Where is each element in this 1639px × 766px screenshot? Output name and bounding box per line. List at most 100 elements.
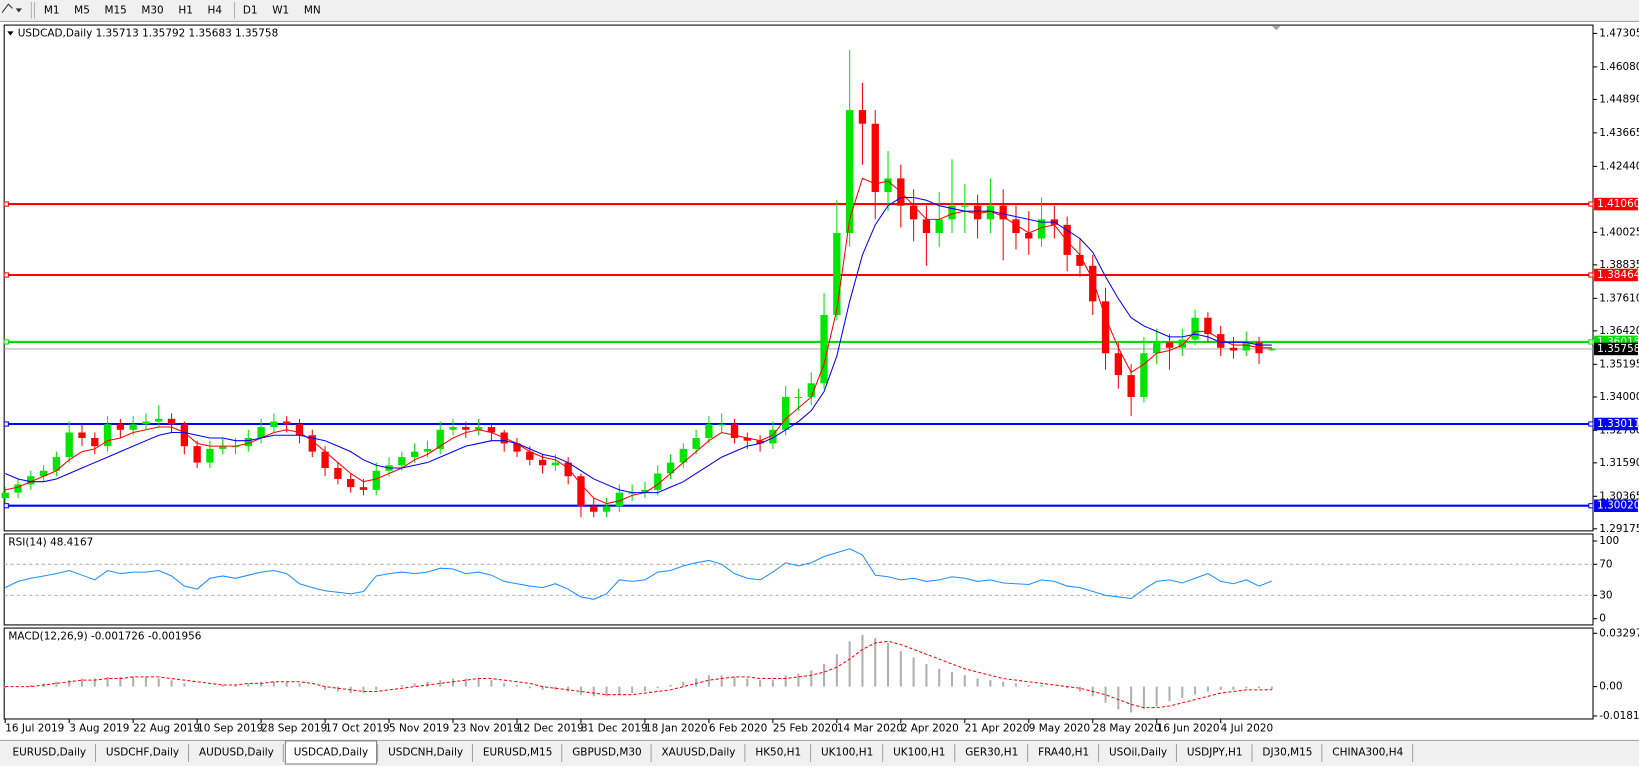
- tab-bg[interactable]: [1029, 743, 1098, 763]
- y-tick-label: 1.34000: [1599, 391, 1639, 403]
- level-label: 1.33011: [1597, 418, 1639, 430]
- level-handle: [1588, 339, 1594, 345]
- candle-body: [705, 424, 713, 438]
- candle-body: [961, 205, 969, 207]
- x-tick-label: 12 Dec 2019: [517, 722, 584, 734]
- tab-bg[interactable]: [653, 743, 744, 763]
- candle-body: [628, 492, 636, 494]
- y-tick-label: 1.35195: [1599, 358, 1639, 370]
- candle-body: [807, 383, 815, 397]
- tab-bg[interactable]: [563, 743, 651, 763]
- x-tick-label: 16 Jul 2019: [5, 722, 64, 734]
- symbol-tab[interactable]: USDCHF,Daily: [106, 746, 179, 758]
- shift-marker: [1272, 26, 1281, 31]
- tab-bg[interactable]: [812, 743, 882, 763]
- tab-bg[interactable]: [1254, 743, 1321, 763]
- candle-body: [1165, 342, 1174, 348]
- symbol-tab[interactable]: USDCNH,Daily: [388, 746, 463, 758]
- tab-bg[interactable]: [956, 743, 1027, 763]
- symbol-tab[interactable]: USDCAD,Daily: [294, 746, 369, 758]
- candle-body: [14, 484, 22, 493]
- tab-bg[interactable]: [4, 743, 95, 763]
- candle-body: [295, 424, 304, 436]
- candle-body: [654, 473, 662, 490]
- symbol-tab[interactable]: GER30,H1: [965, 746, 1018, 758]
- candle-body: [398, 457, 406, 466]
- panel-menu-arrow[interactable]: [7, 31, 14, 36]
- tab-bg[interactable]: [474, 743, 561, 763]
- x-tick-label: 31 Dec 2019: [581, 722, 648, 734]
- tab-bg[interactable]: [1100, 743, 1176, 763]
- candle-body: [526, 451, 534, 460]
- timeframe-button[interactable]: M15: [104, 4, 126, 16]
- symbol-tab[interactable]: XAUUSD,Daily: [662, 746, 736, 758]
- candle-body: [1089, 265, 1097, 302]
- tab-bg[interactable]: [97, 743, 188, 763]
- symbol-tab[interactable]: EURUSD,M15: [483, 746, 552, 758]
- y-tick-label: 1.29175: [1599, 523, 1639, 535]
- candle-body: [155, 418, 163, 422]
- candle-body: [193, 446, 201, 463]
- rsi-panel: [3, 533, 1594, 626]
- y-tick-label: 1.31590: [1599, 457, 1639, 469]
- macd-title: MACD(12,26,9) -0.001726 -0.001956: [8, 630, 201, 642]
- candle-body: [423, 448, 432, 452]
- tab-bg[interactable]: [1323, 743, 1412, 763]
- indicator-line: [5, 177, 1272, 505]
- symbol-tab[interactable]: UK100,H1: [821, 746, 873, 758]
- candle-body: [410, 451, 419, 458]
- candle-body: [244, 437, 252, 447]
- symbol-tab[interactable]: CHINA300,H4: [1332, 746, 1403, 758]
- candle-body: [858, 110, 867, 124]
- y-tick-label: 1.44890: [1599, 93, 1639, 105]
- symbol-tab[interactable]: EURUSD,Daily: [13, 746, 87, 758]
- y-tick-label: 1.46080: [1599, 61, 1639, 73]
- y-tick-label: 0: [1599, 613, 1606, 625]
- symbol-tab[interactable]: USOil,Daily: [1109, 746, 1167, 758]
- timeframe-button[interactable]: MN: [304, 4, 321, 16]
- tab-bg[interactable]: [379, 743, 472, 763]
- timeframe-button[interactable]: M5: [74, 4, 90, 16]
- x-tick-label: 3 Aug 2019: [69, 722, 129, 734]
- candle-body: [487, 427, 496, 433]
- symbol-tab[interactable]: HK50,H1: [755, 746, 801, 758]
- symbol-tab[interactable]: UK100,H1: [893, 746, 945, 758]
- level-label: 1.41060: [1597, 198, 1639, 210]
- draw-tool-icon[interactable]: [1, 3, 13, 13]
- dropdown-arrow[interactable]: [15, 8, 22, 13]
- tab-bg[interactable]: [884, 743, 954, 763]
- symbol-tab[interactable]: FRA40,H1: [1038, 746, 1089, 758]
- candle-body: [1268, 348, 1276, 351]
- tab-bg[interactable]: [284, 740, 378, 765]
- symbol-tab[interactable]: AUDUSD,Daily: [199, 746, 274, 758]
- candle-body: [1127, 375, 1135, 397]
- candle-body: [756, 440, 764, 444]
- x-tick-label: 9 May 2020: [1029, 722, 1090, 734]
- candle-body: [257, 427, 265, 438]
- candle-body: [1, 492, 9, 499]
- candle-body: [1037, 219, 1046, 239]
- candle-body: [692, 437, 700, 449]
- symbol-tab[interactable]: GBPUSD,M30: [572, 746, 641, 758]
- candle-body: [1217, 334, 1225, 348]
- timeframe-button[interactable]: M1: [44, 4, 60, 16]
- timeframe-button[interactable]: M30: [141, 4, 163, 16]
- timeframe-button[interactable]: H1: [178, 4, 193, 16]
- x-tick-label: 2 Apr 2020: [901, 722, 959, 734]
- timeframe-button[interactable]: W1: [272, 4, 289, 16]
- x-tick-label: 23 Nov 2019: [453, 722, 520, 734]
- tab-bg[interactable]: [747, 743, 810, 763]
- timeframe-button[interactable]: D1: [243, 4, 258, 16]
- symbol-tab[interactable]: DJ30,M15: [1262, 746, 1312, 758]
- timeframe-button[interactable]: H4: [207, 4, 222, 16]
- tab-bg[interactable]: [1178, 743, 1251, 763]
- tab-bg[interactable]: [190, 743, 283, 763]
- rsi-title: RSI(14) 48.4167: [8, 536, 93, 548]
- candle-body: [743, 437, 751, 441]
- x-tick-label: 5 Nov 2019: [389, 722, 449, 734]
- x-tick-label: 28 Sep 2019: [261, 722, 327, 734]
- symbol-tab[interactable]: USDJPY,H1: [1187, 746, 1243, 758]
- indicator-line: [4, 548, 1273, 600]
- candle-body: [103, 424, 112, 447]
